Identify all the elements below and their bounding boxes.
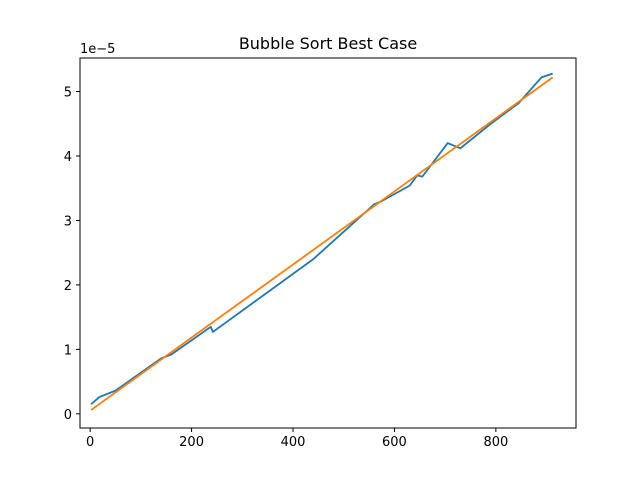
y-offset-label: 1e−5 — [80, 42, 115, 57]
x-tick-label: 0 — [86, 435, 94, 450]
series-line-1 — [90, 76, 554, 411]
x-tick-label: 400 — [281, 435, 306, 450]
x-tick-label: 800 — [483, 435, 508, 450]
y-tick-label: 3 — [64, 214, 72, 229]
series-line-0 — [90, 72, 553, 405]
plot-area — [90, 72, 554, 411]
y-tick-label: 5 — [64, 86, 72, 101]
plot-frame — [79, 57, 577, 429]
x-tick-label: 200 — [179, 435, 204, 450]
y-tick-label: 4 — [64, 150, 72, 165]
y-tick-label: 0 — [64, 408, 72, 423]
chart-title: Bubble Sort Best Case — [239, 34, 417, 53]
x-tick-label: 600 — [382, 435, 407, 450]
y-tick-label: 1 — [64, 343, 72, 358]
y-tick-label: 2 — [64, 279, 72, 294]
